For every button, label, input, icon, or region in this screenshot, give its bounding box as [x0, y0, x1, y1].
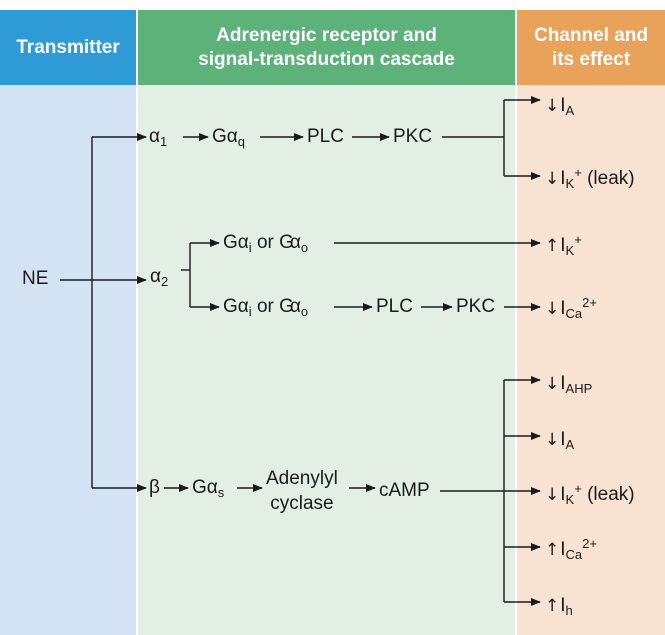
down-arrow-icon: ↓: [545, 96, 560, 116]
adenylyl-cyclase-label: Adenylyl cyclase: [266, 466, 338, 516]
g-letter: G: [192, 477, 207, 498]
g-letter: G: [279, 296, 294, 317]
transmitter-column: [0, 85, 136, 635]
ahp-subscript: AHP: [565, 381, 593, 396]
current-letter: I: [560, 235, 566, 256]
g-alpha-i-or-o-top: Gαi or Gαo: [223, 232, 308, 254]
a-subscript: A: [565, 437, 575, 452]
ca-subscript: Ca: [565, 306, 583, 321]
down-arrow-icon: ↓: [545, 485, 560, 505]
current-letter: I: [560, 168, 566, 189]
cascade-column: [138, 85, 515, 635]
up-arrow-icon: ↑: [545, 596, 560, 616]
g-alpha-s-label: Gαs: [192, 477, 224, 499]
two-plus-superscript: 2+: [582, 295, 597, 310]
alpha-symbol: α: [206, 477, 218, 498]
alpha2-label: α2: [150, 266, 168, 288]
channel-header-line2: its effect: [551, 48, 631, 70]
alpha-symbol: α: [226, 126, 238, 147]
g-letter: G: [223, 296, 238, 317]
effect-ica-increase: ↑ICa2+: [545, 536, 597, 562]
transmitter-header-text: Transmitter: [16, 36, 120, 58]
plc-label-2: PLC: [376, 296, 413, 317]
alpha-symbol: α: [289, 232, 301, 253]
current-letter: I: [560, 298, 566, 319]
or-text: or: [256, 232, 274, 253]
current-letter: I: [560, 373, 566, 394]
camp-label: cAMP: [379, 480, 430, 501]
alpha-symbol: α: [149, 126, 160, 147]
effect-ih-increase: ↑Ih: [545, 595, 573, 617]
g-letter: G: [223, 232, 238, 253]
channel-column: [517, 85, 665, 635]
leak-text: (leak): [587, 484, 635, 505]
effect-ik-leak-decrease: ↓IK+ (leak): [545, 165, 635, 191]
alpha-symbol: α: [150, 266, 161, 287]
g-letter: G: [279, 232, 294, 253]
g-alpha-i-or-o-bottom: Gαi or Gαo: [223, 296, 308, 318]
effect-ica-decrease: ↓ICa2+: [545, 295, 597, 321]
plus-superscript: +: [574, 481, 582, 496]
cascade-header-line2: signal-transduction cascade: [198, 48, 455, 70]
g-alpha-q-label: Gαq: [212, 126, 245, 148]
ne-label: NE: [22, 268, 49, 289]
k-subscript: K: [565, 492, 575, 507]
alpha-symbol: α: [289, 296, 301, 317]
up-arrow-icon: ↑: [545, 540, 560, 560]
current-letter: I: [560, 539, 566, 560]
effect-ia-decrease-2: ↓IA: [545, 429, 574, 451]
a-subscript: A: [565, 103, 575, 118]
current-letter: I: [560, 484, 566, 505]
plus-superscript: +: [574, 165, 582, 180]
beta-label: β: [149, 477, 160, 498]
pkc-label-1: PKC: [393, 126, 433, 147]
current-letter: I: [560, 595, 566, 616]
alpha-symbol: α: [237, 232, 249, 253]
or-text: or: [256, 296, 274, 317]
ca-subscript: Ca: [565, 547, 583, 562]
channel-header: Channel and its effect: [517, 10, 665, 85]
down-arrow-icon: ↓: [545, 374, 560, 394]
two-plus-superscript: 2+: [582, 536, 597, 551]
current-letter: I: [560, 429, 566, 450]
pkc-label-2: PKC: [456, 296, 496, 317]
s-subscript: s: [217, 485, 225, 500]
alpha1-subscript: 1: [159, 134, 168, 149]
effect-iahp-decrease: ↓IAHP: [545, 373, 592, 395]
g-letter: G: [212, 126, 227, 147]
plc-label-1: PLC: [307, 126, 344, 147]
cascade-header: Adrenergic receptor and signal-transduct…: [138, 10, 515, 85]
i-subscript: i: [248, 304, 252, 319]
plus-superscript: +: [574, 232, 582, 247]
channel-header-line1: Channel and: [533, 24, 648, 46]
up-arrow-icon: ↑: [545, 236, 560, 256]
k-subscript: K: [565, 243, 575, 258]
o-subscript: o: [300, 240, 309, 255]
leak-text: (leak): [587, 168, 635, 189]
down-arrow-icon: ↓: [545, 169, 560, 189]
h-subscript: h: [565, 603, 573, 618]
alpha-symbol: α: [237, 296, 249, 317]
effect-ik-leak-decrease-2: ↓IK+ (leak): [545, 481, 635, 507]
cascade-header-line1: Adrenergic receptor and: [216, 24, 437, 46]
i-subscript: i: [248, 240, 252, 255]
down-arrow-icon: ↓: [545, 430, 560, 450]
adenylyl-text: Adenylyl: [266, 468, 338, 489]
current-letter: I: [560, 95, 566, 116]
transmitter-header: Transmitter: [0, 10, 136, 85]
alpha2-subscript: 2: [160, 274, 169, 289]
effect-ik-increase: ↑IK+: [545, 232, 582, 258]
o-subscript: o: [300, 304, 309, 319]
effect-ia-decrease: ↓IA: [545, 95, 574, 117]
q-subscript: q: [237, 134, 245, 149]
alpha1-label: α1: [149, 126, 167, 148]
down-arrow-icon: ↓: [545, 299, 560, 319]
cyclase-text: cyclase: [270, 493, 334, 514]
k-subscript: K: [565, 176, 575, 191]
